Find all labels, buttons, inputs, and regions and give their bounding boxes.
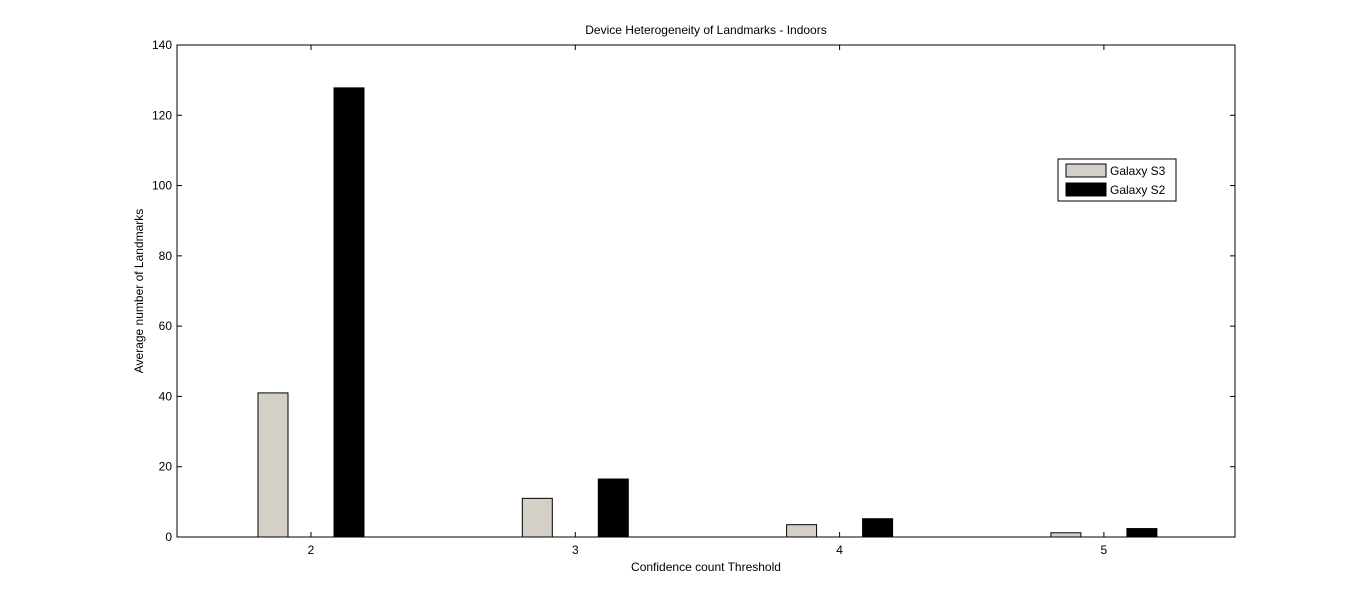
y-tick-label: 40 <box>159 389 173 403</box>
x-tick-label: 3 <box>572 543 579 557</box>
y-tick-label: 140 <box>152 38 172 52</box>
bar-galaxy-s2-2 <box>333 87 365 538</box>
x-tick-label: 5 <box>1101 543 1108 557</box>
bar-galaxy-s2-4 <box>862 518 894 538</box>
y-tick-label: 20 <box>159 460 173 474</box>
y-tick-label: 100 <box>152 179 172 193</box>
plot-frame <box>176 44 1236 538</box>
x-tick-label: 4 <box>836 543 843 557</box>
legend-label: Galaxy S2 <box>1110 183 1166 197</box>
legend-swatch <box>1065 163 1107 178</box>
y-tick-label: 0 <box>165 530 172 544</box>
bar-galaxy-s3-4 <box>786 524 818 538</box>
legend-label: Galaxy S3 <box>1110 164 1166 178</box>
y-tick-label: 120 <box>152 108 172 122</box>
x-axis-label: Confidence count Threshold <box>631 560 781 574</box>
bar-galaxy-s3-3 <box>521 497 553 538</box>
y-tick-label: 80 <box>159 249 173 263</box>
bar-galaxy-s3-2 <box>257 392 289 538</box>
legend-swatch <box>1065 182 1107 197</box>
bar-galaxy-s2-3 <box>597 478 629 538</box>
chart-title: Device Heterogeneity of Landmarks - Indo… <box>585 23 826 37</box>
bar-galaxy-s2-5 <box>1126 528 1158 538</box>
x-tick-label: 2 <box>308 543 315 557</box>
bar-galaxy-s3-5 <box>1050 532 1082 538</box>
y-axis-label: Average number of Landmarks <box>132 209 146 374</box>
y-tick-label: 60 <box>159 319 173 333</box>
